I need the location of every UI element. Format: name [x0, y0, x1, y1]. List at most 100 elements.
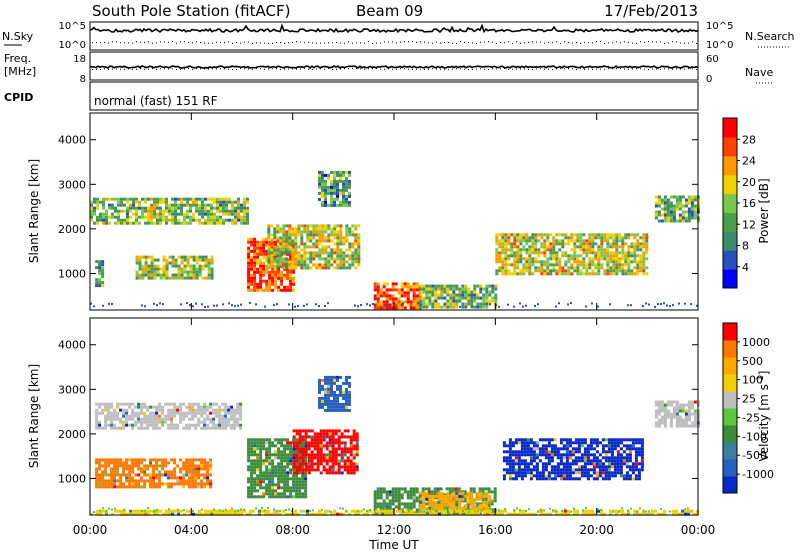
heatmap-cell: [348, 248, 352, 252]
heatmap-cell: [140, 467, 144, 471]
heatmap-cell: [473, 287, 477, 291]
heatmap-cell: [288, 242, 292, 246]
heatmap-cell: [174, 215, 177, 219]
heatmap-cell: [155, 417, 159, 421]
heatmap-cell: [333, 200, 336, 204]
heatmap-cell: [552, 242, 556, 246]
heatmap-cell: [690, 216, 694, 220]
heatmap-cell: [479, 296, 483, 300]
heatmap-cell: [354, 233, 358, 237]
heatmap-cell: [504, 233, 508, 237]
heatmap-cell: [250, 255, 254, 259]
heatmap-cell: [352, 471, 356, 475]
heatmap-cell: [336, 405, 339, 409]
search-noise-point: [136, 41, 137, 43]
heatmap-cell: [342, 405, 345, 409]
heatmap-cell: [146, 417, 150, 421]
heatmap-cell: [210, 212, 213, 216]
heatmap-cell: [415, 508, 419, 512]
heatmap-cell: [428, 503, 432, 507]
heatmap-cell: [663, 207, 667, 211]
heatmap-cell: [185, 458, 189, 462]
heatmap-cell: [339, 179, 342, 183]
heatmap-cell: [550, 453, 554, 457]
heatmap-cell: [155, 414, 159, 418]
heatmap-cell: [333, 203, 336, 207]
heatmap-cell: [327, 257, 331, 261]
heatmap-cell: [406, 282, 410, 286]
heatmap-cell: [285, 245, 289, 249]
heatmap-cell: [330, 248, 334, 252]
heatmap-cell: [170, 458, 174, 462]
heatmap-cell: [250, 495, 254, 499]
heatmap-cell: [601, 450, 605, 454]
heatmap-cell: [531, 242, 535, 246]
heatmap-cell: [219, 206, 222, 210]
heatmap-cell: [357, 257, 361, 261]
heatmap-cell: [273, 245, 277, 249]
heatmap-cell: [609, 269, 613, 273]
heatmap-cell: [162, 209, 165, 213]
heatmap-cell: [265, 279, 269, 283]
heatmap-cell: [610, 450, 614, 454]
heatmap-cell: [461, 290, 465, 294]
heatmap-cell: [236, 405, 240, 409]
cpid-label: CPID: [4, 91, 33, 104]
heatmap-cell: [206, 482, 210, 486]
heatmap-cell: [304, 450, 308, 454]
heatmap-cell: [203, 402, 207, 406]
heatmap-cell: [170, 423, 174, 427]
heatmap-cell: [443, 290, 447, 294]
heatmap-cell: [110, 405, 114, 409]
heatmap-cell: [543, 248, 547, 252]
nave-point: [324, 68, 325, 70]
heatmap-cell: [286, 444, 290, 448]
heatmap-cell: [333, 402, 336, 406]
heatmap-cell: [431, 503, 435, 507]
heatmap-cell: [221, 420, 225, 424]
heatmap-cell: [580, 441, 584, 445]
heatmap-cell: [259, 486, 263, 490]
heatmap-cell: [104, 470, 108, 474]
heatmap-cell: [321, 224, 325, 228]
heatmap-cell: [376, 300, 380, 304]
heatmap-cell: [327, 227, 331, 231]
heatmap-cell: [144, 273, 148, 277]
heatmap-cell: [203, 464, 207, 468]
heatmap-cell: [191, 408, 195, 412]
heatmap-cell: [610, 471, 614, 475]
heatmap-cell: [419, 503, 423, 507]
heatmap-cell: [277, 456, 281, 460]
heatmap-cell: [206, 464, 210, 468]
heatmap-cell: [247, 486, 251, 490]
heatmap-cell: [137, 473, 141, 477]
heatmap-cell: [256, 243, 260, 247]
heatmap-cell: [277, 483, 281, 487]
heatmap-cell: [514, 474, 518, 478]
heatmap-cell: [262, 477, 266, 481]
heatmap-cell: [369, 304, 371, 307]
heatmap-cell: [280, 273, 284, 277]
heatmap-cell: [568, 465, 572, 469]
heatmap-cell: [550, 471, 554, 475]
heatmap-cell: [203, 458, 207, 462]
heatmap-cell: [207, 258, 211, 262]
heatmap-cell: [601, 477, 605, 481]
heatmap-cell: [684, 210, 688, 214]
heatmap-cell: [600, 239, 604, 243]
heatmap-cell: [637, 462, 641, 466]
heatmap-cell: [318, 390, 321, 394]
heatmap-cell: [307, 465, 311, 469]
heatmap-cell: [334, 462, 338, 466]
heatmap-cell: [174, 203, 177, 207]
heatmap-cell: [191, 470, 195, 474]
heatmap-cell: [345, 236, 349, 240]
heatmap-cell: [465, 305, 467, 308]
heatmap-cell: [546, 260, 550, 264]
heatmap-cell: [300, 224, 304, 228]
heatmap-cell: [612, 245, 616, 249]
heatmap-cell: [277, 270, 281, 274]
heatmap-cell: [155, 426, 159, 430]
heatmap-cell: [672, 400, 676, 404]
heatmap-cell: [295, 447, 299, 451]
